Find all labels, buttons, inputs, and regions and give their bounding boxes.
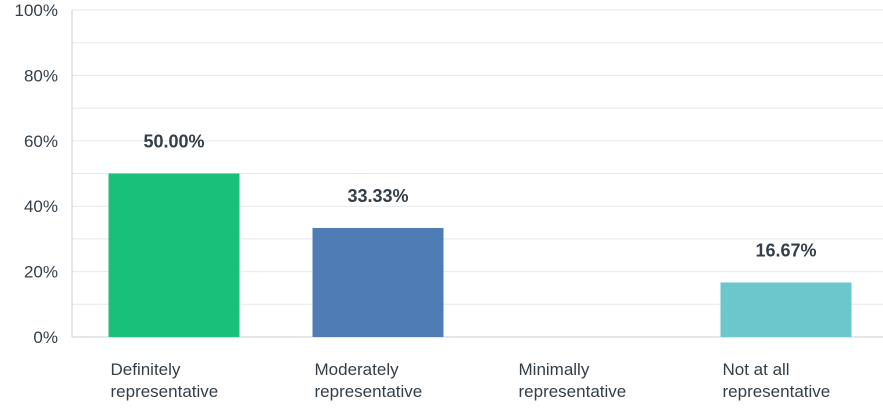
y-tick-label: 80% (24, 66, 58, 85)
y-tick-label: 60% (24, 132, 58, 151)
bar-4 (720, 282, 852, 337)
category-label-3: Minimally representative (519, 360, 627, 401)
category-label-line: Definitely (111, 360, 181, 379)
category-label-line: representative (315, 382, 423, 401)
bars (108, 173, 852, 337)
category-label-line: representative (519, 382, 627, 401)
y-tick-label: 100% (15, 1, 58, 20)
category-label-line: Moderately (315, 360, 400, 379)
bar-2 (312, 228, 444, 337)
category-label-line: Minimally (519, 360, 590, 379)
bar-1 (108, 173, 240, 337)
category-label-line: representative (111, 382, 219, 401)
category-label-line: Not at all (723, 360, 790, 379)
category-labels: Definitely representative Moderately repres… (111, 360, 831, 401)
data-label-1: 50.00% (143, 132, 204, 152)
y-tick-label: 0% (33, 328, 58, 347)
category-label-4: Not at all representative (723, 360, 831, 401)
y-axis-tick-labels: 0% 20% 40% 60% 80% 100% (15, 1, 58, 347)
category-label-line: representative (723, 382, 831, 401)
y-tick-label: 40% (24, 197, 58, 216)
data-label-4: 16.67% (755, 240, 816, 260)
y-tick-label: 20% (24, 263, 58, 282)
category-label-1: Definitely representative (111, 360, 219, 401)
data-label-2: 33.33% (347, 186, 408, 206)
category-label-2: Moderately representative (315, 360, 423, 401)
data-labels: 50.00% 33.33% 16.67% (143, 132, 816, 261)
